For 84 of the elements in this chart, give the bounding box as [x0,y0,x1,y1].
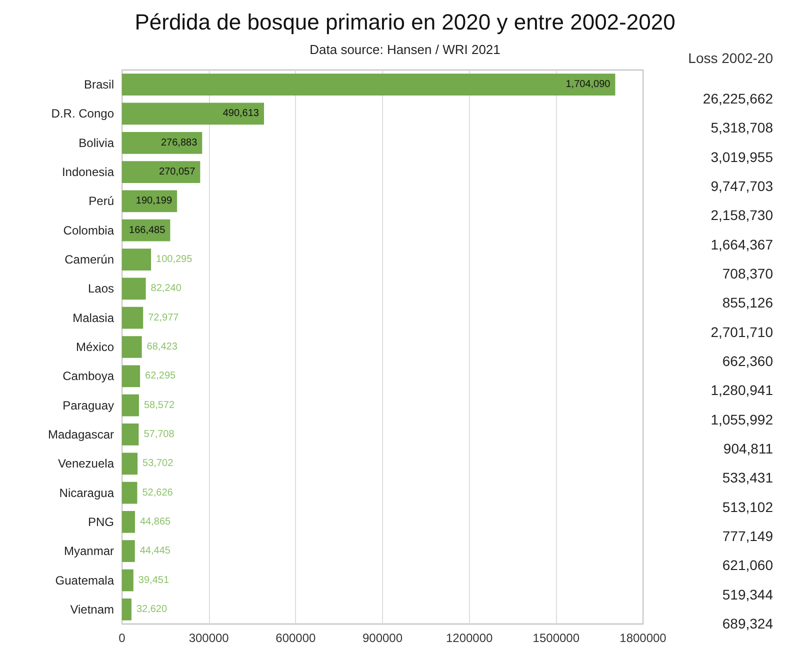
x-tick-label: 300000 [188,631,230,645]
x-tick-label: 900000 [362,631,403,645]
bar [122,482,138,504]
data-label: 44,865 [140,516,172,528]
y-tick-label: Madagascar [48,427,114,442]
x-tick-label: 600000 [276,631,316,645]
data-label: 58,572 [144,400,175,411]
bar [122,394,139,416]
chart-subtitle: Data source: Hansen / WRI 2021 [310,42,500,57]
y-tick-label: México [76,340,114,354]
y-tick-label: Bolivia [78,136,114,150]
data-label: 276,883 [160,137,198,148]
data-label: 53,702 [142,458,174,470]
text: 3,019,955 [710,148,774,165]
bar [122,365,140,388]
y-tick-label: Indonesia [62,165,114,180]
data-label: 39,451 [138,574,170,586]
data-label: 57,708 [144,428,175,440]
chart-title: Pérdida de bosque primario en 2020 y entre 2002-2020 [134,10,676,34]
data-label: 190,199 [136,196,172,207]
text: Loss 2002-20 [688,50,774,66]
bar [122,424,139,446]
y-tick-label: Camboya [62,369,114,384]
text: 689,324 [722,615,774,632]
text: 777,149 [722,528,774,544]
bar [122,336,142,358]
text: 621,060 [722,557,774,574]
data-label: 32,620 [136,604,168,615]
text: 9,747,703 [710,178,774,194]
y-tick-label: Nicaragua [59,486,114,500]
y-tick-label: Brasil [84,78,114,92]
y-tick-label: Myanmar [64,544,114,558]
data-label: 270,057 [159,166,196,178]
data-label: 72,977 [148,312,180,324]
bar [122,278,146,300]
text: 533,431 [722,470,774,486]
y-tick-label: PNG [88,514,114,529]
text: 1,664,367 [710,236,774,252]
data-label: 62,295 [145,370,176,382]
bar [122,598,132,620]
text: 1,055,992 [710,411,774,428]
data-label: 166,485 [129,224,166,236]
data-label: 68,423 [146,342,178,352]
bar [122,102,264,125]
bar [122,540,135,562]
bar [122,74,616,96]
text: 904,811 [723,440,774,456]
text: 1,280,941 [710,382,774,398]
y-tick-label: Colombia [63,223,114,238]
data-label: 1,704,090 [566,79,611,90]
x-tick-label: 0 [118,631,126,645]
bar [122,452,138,475]
bar [122,511,135,533]
text: 26,225,662 [702,90,774,107]
data-label: 100,295 [156,254,193,266]
y-tick-label: Paraguay [62,398,114,412]
y-tick-label: Vietnam [70,602,114,616]
bar [122,248,152,270]
y-tick-label: Guatemala [55,573,114,588]
text: 2,701,710 [710,324,774,340]
data-label: 44,445 [140,546,171,557]
text: 519,344 [722,586,774,602]
data-label: 490,613 [222,108,260,120]
y-tick-label: Laos [88,282,114,296]
text: 2,158,730 [710,207,774,224]
bar [122,132,202,154]
y-tick-label: Camerún [64,252,114,267]
y-tick-label: D.R. Congo [51,106,114,121]
text: 855,126 [722,294,774,311]
x-tick-label: 1200000 [446,631,494,645]
y-tick-label: Malasia [72,310,114,325]
y-tick-label: Venezuela [58,456,114,471]
text: 662,360 [722,353,774,369]
data-label: 82,240 [150,283,182,294]
text: 708,370 [722,266,774,282]
text: 513,102 [722,498,774,515]
bar [122,306,144,329]
data-label: 52,626 [142,487,174,498]
bar [122,569,134,592]
bar [122,161,200,183]
x-tick-label: 1800000 [620,631,667,645]
text: 5,318,708 [710,120,774,136]
y-tick-label: Perú [88,194,114,208]
x-tick-label: 1500000 [532,631,580,645]
